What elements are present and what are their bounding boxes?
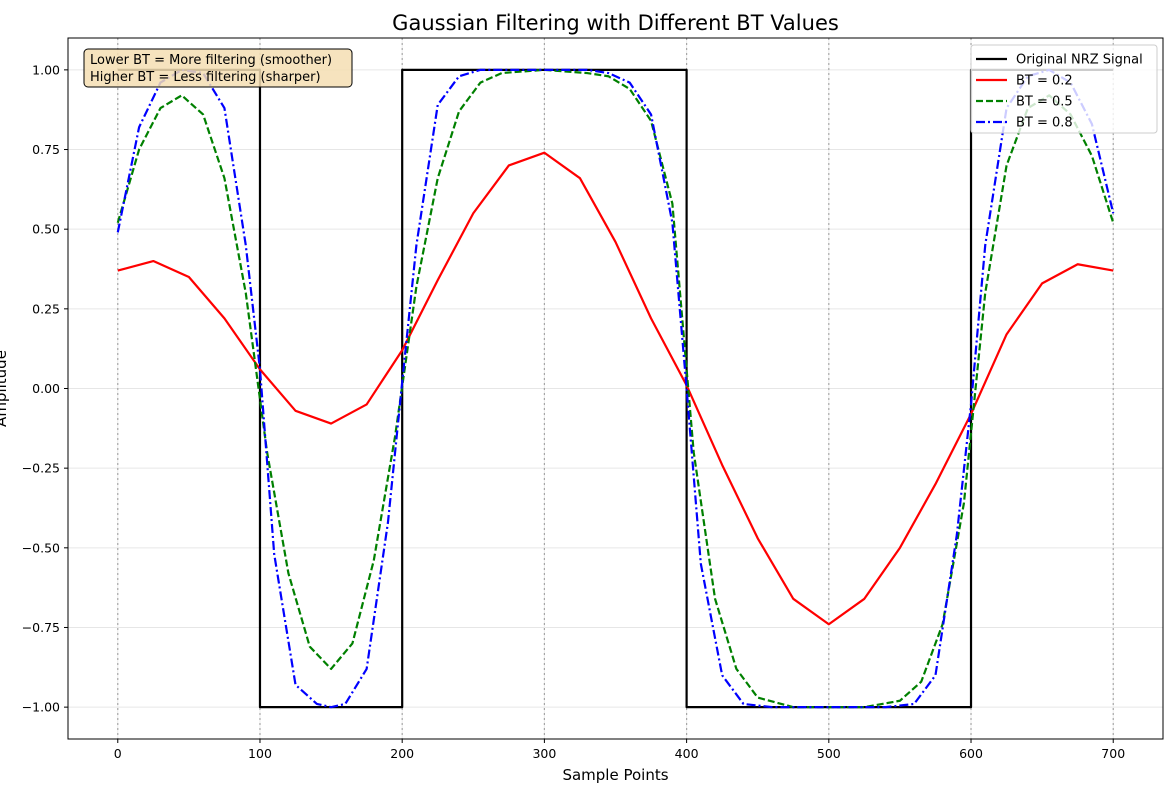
legend-label-0: Original NRZ Signal <box>1016 53 1143 68</box>
y-tick-label: 0.00 <box>32 381 60 396</box>
annotation-line-1: Lower BT = More filtering (smoother) <box>90 53 332 68</box>
annotation-line-2: Higher BT = Less filtering (sharper) <box>90 70 321 85</box>
ticks: 0 100 200 300 400 500 600 700 1.00 0.75 0.50 0.25 0.… <box>22 62 1126 761</box>
chart-title: Gaussian Filtering with Different BT Val… <box>392 11 839 35</box>
y-tick-label: 0.50 <box>32 222 60 237</box>
x-axis-label: Sample Points <box>562 766 668 784</box>
legend-label-2: BT = 0.5 <box>1016 95 1073 110</box>
legend: Original NRZ Signal BT = 0.2 BT = 0.5 BT = … <box>970 44 1158 134</box>
x-tick-label: 100 <box>248 746 272 761</box>
y-tick-label: −0.50 <box>22 540 60 555</box>
y-tick-label: −1.00 <box>22 700 60 715</box>
x-tick-label: 200 <box>390 746 414 761</box>
y-tick-label: −0.75 <box>22 620 60 635</box>
y-tick-label: −0.25 <box>22 461 60 476</box>
y-tick-label: 0.75 <box>32 142 60 157</box>
x-tick-label: 300 <box>532 746 556 761</box>
x-tick-label: 600 <box>959 746 983 761</box>
series-group <box>116 68 1115 709</box>
x-tick-label: 500 <box>817 746 841 761</box>
x-tick-label: 400 <box>675 746 699 761</box>
legend-label-3: BT = 0.8 <box>1016 116 1073 131</box>
y-axis-label: Amplitude <box>0 350 10 427</box>
series-line-3 <box>116 68 1115 709</box>
series-line-1 <box>117 151 1114 626</box>
annotation-box: Lower BT = More filtering (smoother) Hig… <box>83 48 353 88</box>
legend-label-1: BT = 0.2 <box>1016 74 1073 89</box>
legend-background <box>970 44 1158 134</box>
y-tick-label: 0.25 <box>32 301 60 316</box>
annotation-background <box>83 48 353 88</box>
x-tick-label: 700 <box>1101 746 1125 761</box>
y-tick-label: 1.00 <box>32 62 60 77</box>
x-tick-label: 0 <box>114 746 122 761</box>
